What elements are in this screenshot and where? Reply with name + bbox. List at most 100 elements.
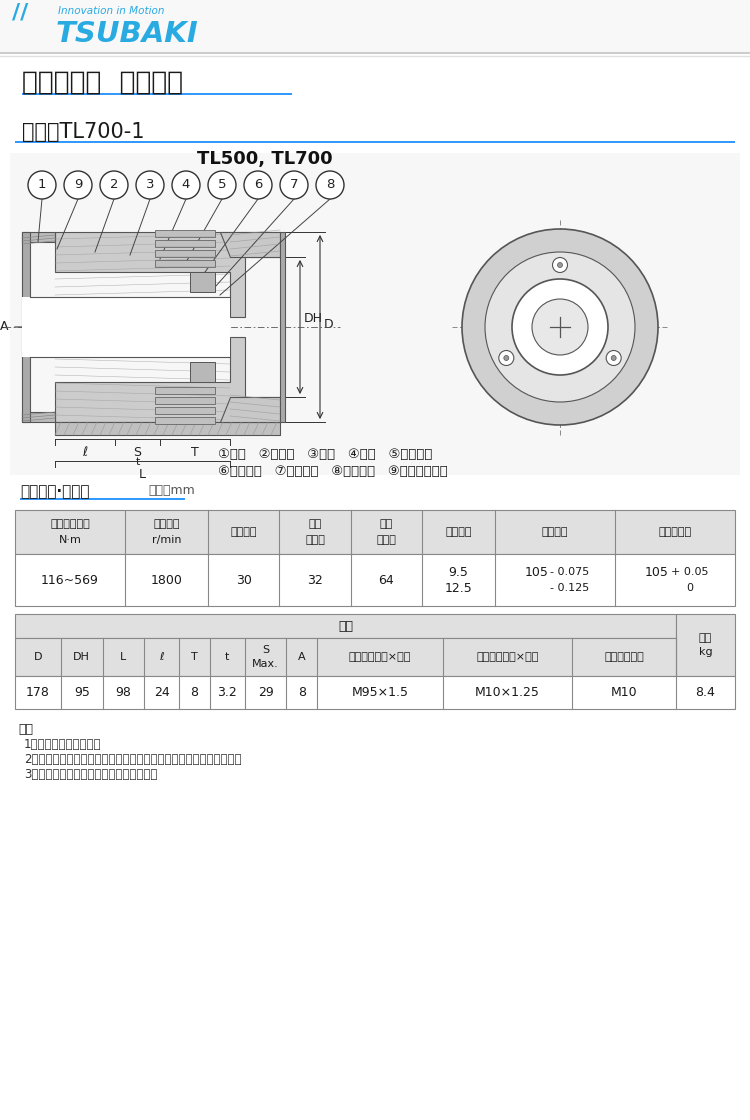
Text: 尺寸: 尺寸 [338, 619, 353, 633]
Text: 注）: 注） [18, 724, 33, 736]
Text: M95×1.5: M95×1.5 [352, 685, 409, 699]
Text: - 0.125: - 0.125 [550, 584, 590, 592]
Text: L: L [120, 652, 127, 662]
Text: 3．选定衬套长度时，请参考目录来选择。: 3．选定衬套长度时，请参考目录来选择。 [24, 768, 158, 781]
Text: Max.: Max. [252, 659, 279, 669]
Circle shape [244, 171, 272, 199]
Text: 質量
kg: 質量 kg [699, 633, 712, 657]
Text: ℓ: ℓ [159, 652, 164, 662]
Circle shape [100, 171, 128, 199]
Text: 1．锁止螺钉随同出货。: 1．锁止螺钉随同出货。 [24, 738, 101, 752]
Text: 4: 4 [182, 178, 190, 192]
Text: S: S [262, 645, 269, 655]
Text: T: T [191, 652, 198, 662]
Text: 8: 8 [190, 685, 199, 699]
Text: 178: 178 [26, 685, 50, 699]
Circle shape [462, 228, 658, 424]
Text: 29: 29 [258, 685, 274, 699]
Circle shape [64, 171, 92, 199]
Polygon shape [55, 337, 280, 422]
Text: D: D [324, 317, 334, 330]
Text: 最高转速: 最高转速 [153, 519, 180, 529]
FancyBboxPatch shape [15, 554, 735, 606]
FancyBboxPatch shape [15, 614, 676, 638]
Text: D: D [34, 652, 42, 662]
FancyBboxPatch shape [155, 240, 215, 248]
FancyBboxPatch shape [22, 93, 292, 95]
Text: 30: 30 [236, 573, 252, 587]
Text: t: t [135, 457, 140, 467]
Text: 0: 0 [686, 584, 694, 592]
Text: 衬套长度: 衬套长度 [446, 528, 472, 536]
Polygon shape [22, 232, 30, 422]
Circle shape [553, 258, 568, 272]
FancyBboxPatch shape [155, 230, 215, 237]
Circle shape [532, 299, 588, 355]
Text: 64: 64 [378, 573, 394, 587]
FancyBboxPatch shape [155, 250, 215, 256]
Circle shape [316, 171, 344, 199]
Text: M10×1.25: M10×1.25 [475, 685, 540, 699]
Text: A: A [0, 320, 8, 334]
Text: ①轮毂   ②摩擦板   ③衬套   ④支撑   ⑤碟形弹簧: ①轮毂 ②摩擦板 ③衬套 ④支撑 ⑤碟形弹簧 [218, 448, 432, 461]
Circle shape [485, 252, 635, 402]
Text: 12.5: 12.5 [445, 581, 472, 595]
FancyBboxPatch shape [20, 498, 185, 500]
Text: A: A [298, 652, 305, 662]
Text: TL500, TL700: TL500, TL700 [197, 150, 333, 168]
Text: N·m: N·m [58, 535, 81, 545]
Text: T: T [191, 446, 199, 459]
FancyBboxPatch shape [155, 396, 215, 404]
Text: 调节螺栓直径×螺距: 调节螺栓直径×螺距 [476, 652, 538, 662]
Text: M10: M10 [610, 685, 638, 699]
Text: 扭矩设定范围: 扭矩设定范围 [50, 519, 90, 529]
Polygon shape [190, 272, 215, 292]
Polygon shape [190, 362, 215, 382]
Text: 2: 2 [110, 178, 118, 192]
Text: DH: DH [304, 312, 323, 326]
Text: r/min: r/min [152, 535, 182, 545]
Polygon shape [55, 422, 280, 435]
Text: 9.5: 9.5 [448, 566, 468, 579]
Text: L: L [139, 468, 146, 480]
Text: 8: 8 [298, 685, 306, 699]
Circle shape [504, 355, 509, 361]
Polygon shape [280, 232, 285, 422]
FancyBboxPatch shape [155, 260, 215, 267]
FancyBboxPatch shape [15, 510, 735, 554]
Circle shape [557, 262, 562, 268]
FancyBboxPatch shape [676, 614, 735, 676]
FancyBboxPatch shape [155, 388, 215, 394]
Text: 2．上述扭矩为过载时为保护装置所设定值，也表示连续打滑扭矩值。: 2．上述扭矩为过载时为保护装置所设定值，也表示连续打滑扭矩值。 [24, 753, 242, 766]
FancyBboxPatch shape [155, 417, 215, 424]
Text: DH: DH [74, 652, 90, 662]
Polygon shape [22, 232, 55, 242]
Text: 5: 5 [217, 178, 226, 192]
Text: 98: 98 [116, 685, 131, 699]
Text: 105: 105 [525, 566, 549, 579]
Text: 最大: 最大 [380, 519, 393, 529]
Text: //: // [12, 2, 28, 22]
Text: 轴孔径: 轴孔径 [376, 535, 396, 545]
Text: 扭矩限制器  主要规格: 扭矩限制器 主要规格 [22, 69, 183, 96]
Text: 8: 8 [326, 178, 334, 192]
Text: 锁止螺钉直径: 锁止螺钉直径 [604, 652, 644, 662]
Text: 3: 3 [146, 178, 154, 192]
Text: ⑥导向支撑   ⑦调节螺母   ⑧调节螺栓   ⑨带孔止动螺钉: ⑥导向支撑 ⑦调节螺母 ⑧调节螺栓 ⑨带孔止动螺钉 [218, 465, 448, 478]
Polygon shape [220, 232, 280, 256]
FancyBboxPatch shape [15, 141, 735, 143]
Text: 8.4: 8.4 [695, 685, 715, 699]
FancyBboxPatch shape [10, 153, 740, 475]
Polygon shape [22, 412, 55, 422]
Text: 调节螺母直径×螺距: 调节螺母直径×螺距 [349, 652, 411, 662]
Text: 传动能力·尺寸表: 传动能力·尺寸表 [20, 484, 89, 500]
Circle shape [136, 171, 164, 199]
Text: Innovation in Motion: Innovation in Motion [58, 6, 164, 16]
FancyBboxPatch shape [15, 638, 676, 676]
Polygon shape [22, 297, 230, 357]
Text: + 0.05: + 0.05 [671, 567, 709, 577]
Circle shape [499, 351, 514, 365]
Text: 1800: 1800 [151, 573, 182, 587]
Text: 最小: 最小 [308, 519, 322, 529]
Text: t: t [225, 652, 230, 662]
